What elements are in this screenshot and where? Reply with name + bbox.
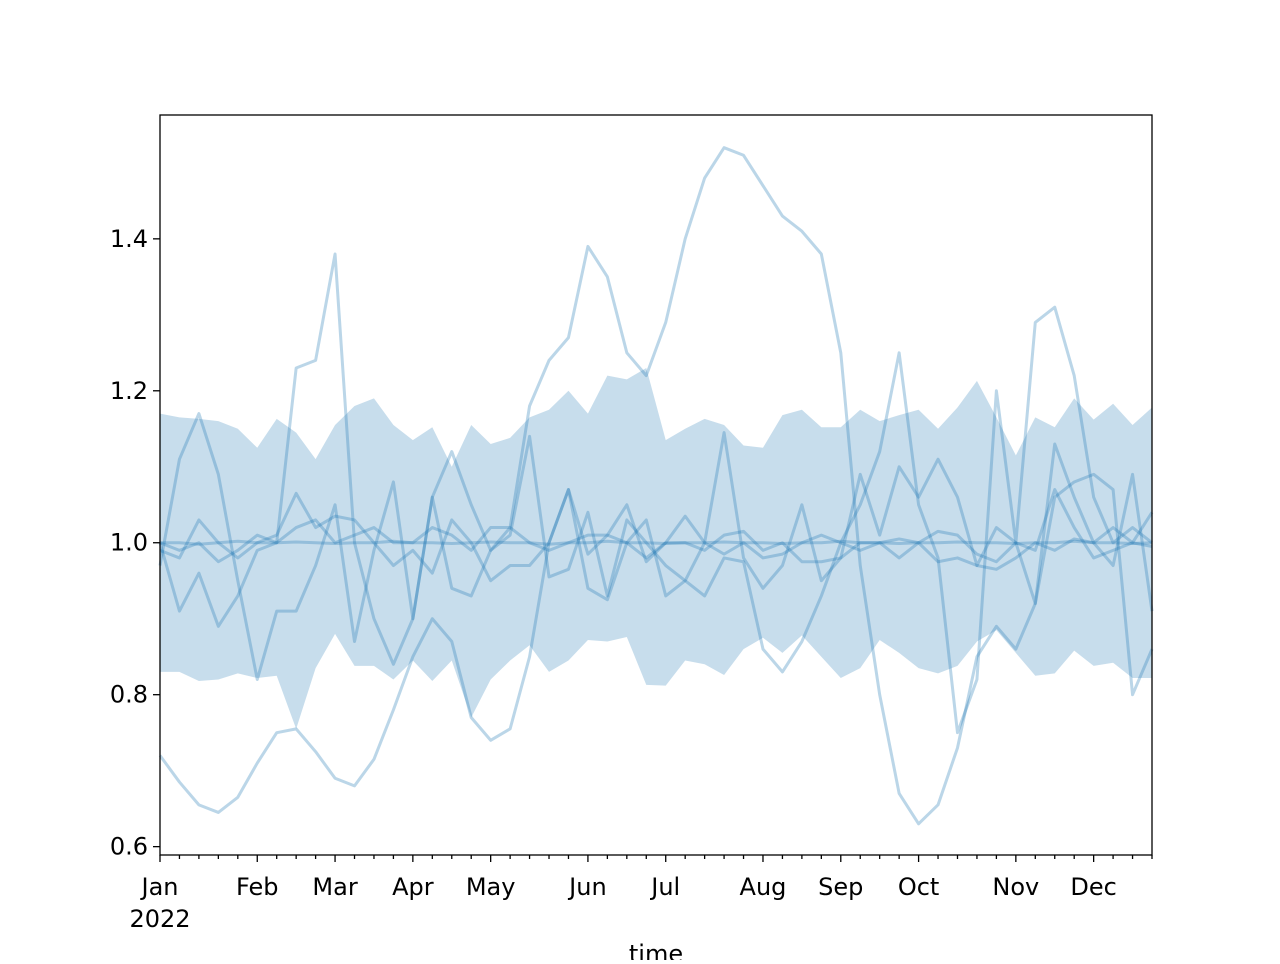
x-tick-label: Apr (392, 873, 434, 901)
x-tick-label: Jan (140, 873, 179, 901)
confidence-band (160, 367, 1152, 729)
series-line-5 (159, 518, 1153, 571)
y-tick-label: 1.2 (110, 377, 148, 405)
x-tick-label: Jul (649, 873, 680, 901)
x-tick-label: Oct (898, 873, 940, 901)
x-tick-label: Aug (740, 873, 787, 901)
y-tick-label: 0.8 (110, 681, 148, 709)
x-tick-label: Mar (312, 873, 357, 901)
series-line-6 (160, 539, 1153, 546)
confidence-band-layer (160, 367, 1152, 729)
y-axis: 0.6 0.8 1.0 1.2 1.4 (110, 225, 160, 861)
series-layer (158, 146, 1154, 826)
x-tick-label: Feb (236, 873, 279, 901)
series-line-2 (158, 305, 1153, 814)
y-tick-label: 0.6 (110, 833, 148, 861)
series-line-1 (158, 146, 1154, 826)
series-line-4 (159, 488, 1154, 583)
y-tick-label: 1.4 (110, 225, 148, 253)
x-tick-label: Jun (567, 873, 607, 901)
x-tick-year-label: 2022 (129, 905, 190, 933)
x-axis: Jan Feb Mar Apr May Jun Jul Aug Sep Oct Nov Dec (140, 855, 1153, 901)
y-tick-label: 1.0 (110, 529, 148, 557)
x-tick-label: May (466, 873, 516, 901)
x-tick-label: Dec (1070, 873, 1116, 901)
series-line-3 (158, 412, 1154, 681)
x-tick-label: Sep (818, 873, 863, 901)
x-tick-label: Nov (992, 873, 1039, 901)
x-axis-label: time (629, 940, 683, 960)
plot-frame (159, 114, 1153, 856)
